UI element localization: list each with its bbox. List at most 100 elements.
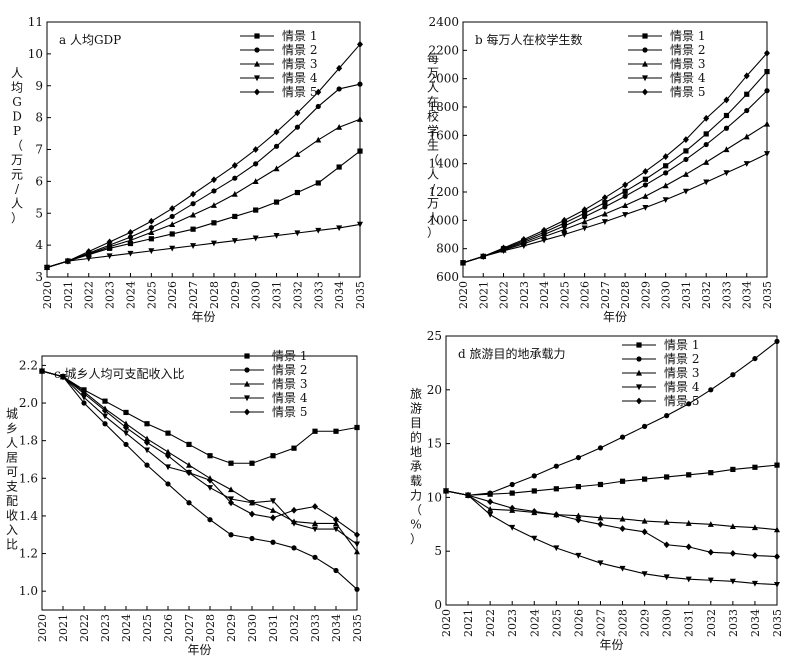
- data-point: [460, 259, 466, 267]
- data-point: [270, 539, 276, 545]
- y-axis-title: 旅游目的地承载力（%）: [410, 387, 422, 546]
- x-tick-label: 2022: [498, 281, 511, 309]
- data-point: [106, 253, 113, 260]
- data-point: [619, 565, 626, 572]
- x-tick-label: 2021: [477, 281, 490, 309]
- legend-label: 情景 5: [282, 85, 317, 99]
- chart-panel-1: 3 4 5 6 7 8 9 10 11 2020 2021 2022 2023 2024 2025 2026 2…: [11, 15, 367, 324]
- data-point: [273, 232, 280, 239]
- legend-label: 情景 4: [282, 71, 318, 85]
- data-point: [622, 202, 629, 209]
- x-tick-label: 2026: [579, 281, 592, 309]
- data-point: [685, 576, 692, 583]
- data-point: [597, 520, 604, 528]
- data-point: [336, 225, 343, 232]
- data-point: [642, 476, 648, 482]
- x-tick-label: 2020: [36, 614, 49, 642]
- y-tick-label: 5: [434, 544, 442, 558]
- y-tick-label: 6: [35, 174, 43, 188]
- y-tick-label: 10: [28, 47, 43, 61]
- data-point: [165, 452, 171, 460]
- legend-marker: [244, 395, 250, 402]
- data-point: [273, 128, 280, 136]
- y-tick-label: 800: [436, 242, 459, 256]
- y-tick-label: 20: [427, 383, 442, 397]
- data-point: [169, 221, 176, 228]
- legend-label: 情景 3: [664, 366, 699, 380]
- data-point: [273, 165, 280, 172]
- series-5: [443, 487, 780, 560]
- data-point: [354, 424, 360, 431]
- legend-label: 情景 1: [670, 29, 705, 43]
- data-point: [723, 146, 730, 153]
- data-point: [601, 194, 608, 202]
- x-tick-label: 2020: [440, 609, 453, 637]
- plot-frame: [445, 335, 778, 606]
- data-point: [270, 507, 276, 513]
- data-point: [622, 193, 628, 199]
- panel-title: c 城乡人均可支配收入比: [54, 367, 185, 381]
- data-point: [509, 481, 515, 488]
- data-point: [581, 225, 588, 232]
- y-tick-label: 0: [434, 598, 442, 612]
- legend: 情景 1情景 2情景 3情景 4情景 5: [628, 29, 706, 99]
- data-point: [707, 521, 714, 527]
- data-point: [231, 190, 238, 197]
- data-point: [685, 520, 692, 526]
- panel-title: a 人均GDP: [59, 33, 121, 47]
- data-point: [622, 212, 629, 218]
- data-point: [682, 188, 689, 195]
- data-point: [315, 88, 322, 96]
- data-point: [751, 524, 758, 531]
- data-point: [165, 430, 171, 436]
- legend-label: 情景 5: [670, 85, 705, 99]
- data-point: [729, 549, 736, 557]
- data-point: [619, 515, 626, 522]
- series-line: [445, 490, 778, 558]
- data-point: [291, 520, 297, 527]
- data-point: [764, 120, 770, 127]
- data-point: [641, 517, 648, 524]
- data-point: [333, 520, 339, 527]
- data-point: [663, 163, 669, 169]
- data-point: [228, 496, 234, 503]
- x-tick-label: 2029: [225, 614, 238, 642]
- series-5: [39, 367, 360, 539]
- y-axis-title: 城乡人居可支配收入比: [6, 407, 18, 552]
- y-tick-label: 1400: [428, 157, 459, 171]
- data-point: [686, 401, 692, 407]
- data-point: [641, 528, 648, 536]
- data-point: [60, 373, 66, 381]
- data-point: [333, 567, 339, 574]
- data-point: [575, 512, 582, 519]
- y-tick-label: 1.4: [19, 509, 38, 523]
- plot-frame: [41, 355, 358, 611]
- data-point: [582, 210, 588, 216]
- series-line: [462, 90, 768, 264]
- data-point: [500, 244, 507, 252]
- y-tick-label: 1.2: [19, 547, 38, 561]
- data-point: [249, 510, 255, 518]
- data-point: [144, 421, 150, 427]
- panel-title: d 旅游目的地承载力: [458, 346, 566, 361]
- data-point: [312, 520, 318, 527]
- legend-marker: [636, 356, 642, 362]
- data-point: [663, 574, 670, 581]
- data-point: [106, 243, 113, 250]
- data-point: [102, 398, 108, 404]
- x-tick-label: 2021: [62, 281, 75, 309]
- legend: 情景 1情景 2情景 3情景 4情景 5: [240, 29, 318, 99]
- x-tick-label: 2034: [741, 281, 754, 309]
- data-point: [123, 430, 129, 437]
- data-point: [581, 218, 588, 225]
- legend-label: 情景 3: [272, 377, 307, 391]
- data-point: [294, 189, 300, 196]
- y-tick-label: 15: [427, 437, 442, 451]
- data-point: [294, 124, 300, 130]
- data-point: [664, 474, 670, 480]
- y-tick-label: 2.2: [19, 358, 38, 372]
- data-point: [707, 548, 714, 556]
- data-point: [764, 151, 770, 157]
- data-point: [703, 159, 710, 165]
